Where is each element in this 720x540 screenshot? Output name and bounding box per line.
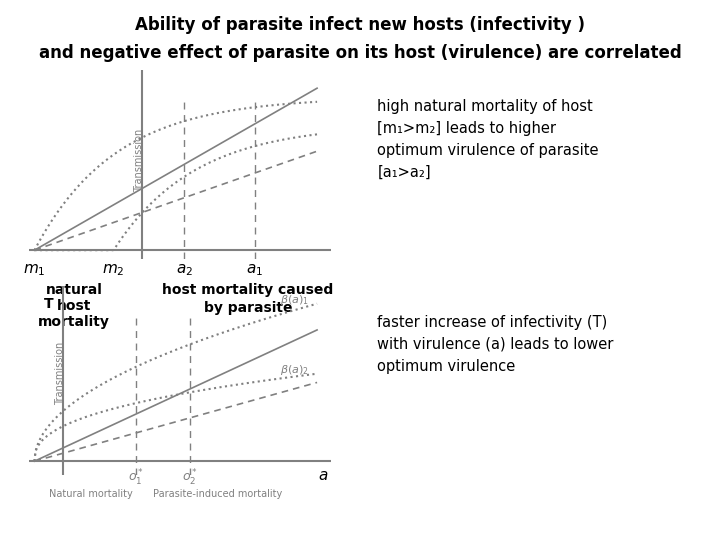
Text: natural: natural: [45, 282, 102, 296]
Text: high natural mortality of host
[m₁>m₂] leads to higher
optimum virulence of para: high natural mortality of host [m₁>m₂] l…: [377, 98, 599, 180]
Text: $\beta(a)_1$: $\beta(a)_1$: [279, 293, 309, 307]
Text: Transmission: Transmission: [134, 129, 144, 192]
Text: and negative effect of parasite on its host (virulence) are correlated: and negative effect of parasite on its h…: [39, 44, 681, 62]
Text: host: host: [57, 299, 91, 313]
Text: $o^*_1$: $o^*_1$: [128, 468, 144, 488]
Text: a: a: [318, 468, 328, 483]
Text: $m_2$: $m_2$: [102, 263, 125, 279]
Text: by parasite: by parasite: [204, 301, 292, 315]
Text: $a_2$: $a_2$: [176, 263, 193, 279]
Text: T: T: [44, 296, 53, 310]
Text: Ability of parasite infect new hosts (infectivity ): Ability of parasite infect new hosts (in…: [135, 16, 585, 33]
Text: Natural mortality: Natural mortality: [48, 489, 132, 499]
Text: $o^*_2$: $o^*_2$: [182, 468, 198, 488]
Text: $a_1$: $a_1$: [246, 263, 264, 279]
Text: faster increase of infectivity (T)
with virulence (a) leads to lower
optimum vir: faster increase of infectivity (T) with …: [377, 314, 613, 374]
Text: Transmission: Transmission: [55, 342, 65, 406]
Text: Parasite-induced mortality: Parasite-induced mortality: [153, 489, 282, 499]
Text: $m_1$: $m_1$: [23, 263, 46, 279]
Text: host mortality caused: host mortality caused: [162, 282, 333, 296]
Text: $\beta(a)_2$: $\beta(a)_2$: [280, 363, 309, 377]
Text: mortality: mortality: [38, 315, 110, 329]
